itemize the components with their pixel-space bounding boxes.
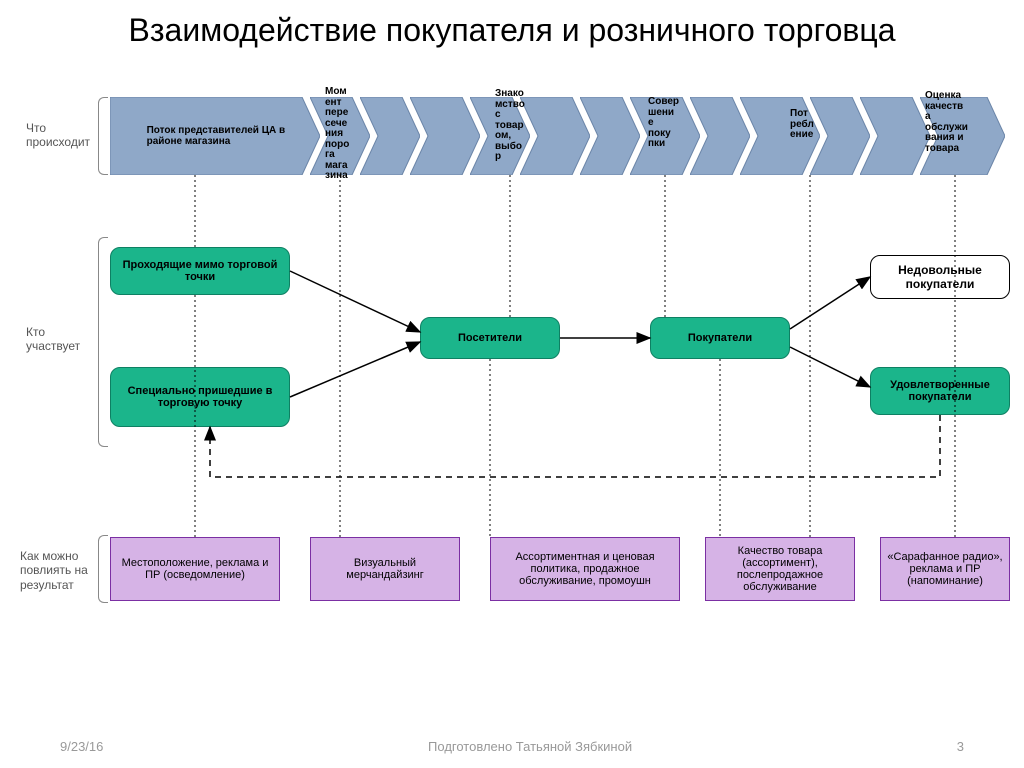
brace-row1	[98, 97, 108, 175]
footer-date: 9/23/16	[60, 739, 103, 754]
chevron-label: Совер шени е поку пки	[648, 97, 679, 150]
row2-label: Кто участвует	[26, 325, 96, 354]
footer: 9/23/16 Подготовлено Татьяной Зябкиной 3	[0, 739, 1024, 754]
influence-box: Местоположение, реклама и ПР (осведомлен…	[110, 537, 280, 601]
chevron-label: Знако мство с товар ом, выбо р	[495, 89, 525, 163]
row3-label: Как можно повлиять на результат	[20, 549, 96, 592]
box-satisfied: Удовлетворенные покупатели	[870, 367, 1010, 415]
chevron-label: Мом ент пере сече ния поро га мага зина	[325, 87, 349, 182]
box-passing-by: Проходящие мимо торговой точки	[110, 247, 290, 295]
page-title: Взаимодействие покупателя и розничного т…	[0, 0, 1024, 57]
chevron-label: Оценка качеств а обслужи вания и товара	[925, 91, 968, 154]
box-unsatisfied: Недовольные покупатели	[870, 255, 1010, 299]
chevron-stage: Поток представителей ЦА в районе магазин…	[110, 97, 320, 175]
row1-label: Что происходит	[26, 121, 96, 150]
influence-box: «Сарафанное радио», реклама и ПР (напоми…	[880, 537, 1010, 601]
footer-author: Подготовлено Татьяной Зябкиной	[428, 739, 632, 754]
influence-box: Качество товара (ассортимент), послепрод…	[705, 537, 855, 601]
box-visitors: Посетители	[420, 317, 560, 359]
diagram-canvas: Что происходит Кто участвует Как можно п…	[0, 57, 1024, 707]
box-came-intentionally: Специально пришедшие в торговую точку	[110, 367, 290, 427]
box-buyers: Покупатели	[650, 317, 790, 359]
brace-row3	[98, 535, 108, 603]
influence-box: Визуальный мерчандайзинг	[310, 537, 460, 601]
footer-page: 3	[957, 739, 964, 754]
brace-row2	[98, 237, 108, 447]
chevron-label: Пот ребл ение	[790, 109, 814, 141]
influence-box: Ассортиментная и ценовая политика, прода…	[490, 537, 680, 601]
